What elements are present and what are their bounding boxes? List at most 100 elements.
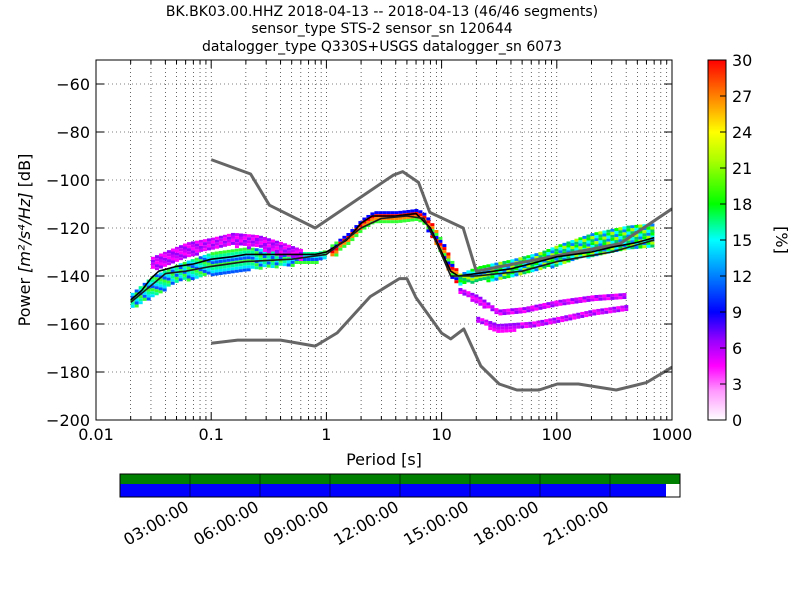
- density-cell: [608, 310, 613, 314]
- density-cell: [250, 262, 255, 266]
- density-cell: [238, 236, 243, 240]
- density-cell: [370, 215, 375, 219]
- density-cell: [614, 228, 619, 232]
- density-cell: [274, 259, 279, 263]
- density-cell: [266, 238, 271, 242]
- time-tick-label: 12:00:00: [330, 497, 402, 549]
- colorbar-tick-label: 12: [732, 267, 752, 286]
- density-cell: [242, 233, 247, 237]
- density-cell: [410, 209, 415, 213]
- density-cell: [198, 271, 203, 275]
- density-cell: [238, 266, 243, 270]
- density-cell: [622, 235, 627, 239]
- density-cell: [358, 221, 363, 225]
- density-cell: [496, 329, 501, 333]
- density-cell: [170, 254, 175, 258]
- density-cell: [150, 291, 155, 295]
- density-cell: [230, 238, 235, 242]
- density-cell: [222, 243, 227, 247]
- density-cell: [610, 228, 615, 232]
- density-cell: [498, 312, 503, 316]
- density-cell: [450, 260, 455, 264]
- density-cell: [382, 220, 387, 224]
- density-cell: [398, 216, 403, 220]
- density-cell: [254, 238, 259, 242]
- density-cell: [542, 265, 547, 269]
- density-cell: [492, 322, 497, 326]
- density-cell: [178, 266, 183, 270]
- density-cell: [166, 259, 171, 263]
- density-cell: [258, 260, 263, 264]
- density-cell: [486, 305, 491, 309]
- x-tick-label: 0.01: [78, 425, 114, 444]
- density-cell: [358, 224, 363, 228]
- density-cell: [446, 252, 451, 256]
- density-cell: [546, 251, 551, 255]
- density-cell: [210, 240, 215, 244]
- y-tick-label: −140: [46, 267, 90, 286]
- density-cell: [274, 243, 279, 247]
- density-cell: [250, 234, 255, 238]
- density-cell: [622, 244, 627, 248]
- density-cell: [484, 322, 489, 326]
- density-cell: [532, 321, 537, 325]
- density-cell: [270, 242, 275, 246]
- density-cell: [502, 269, 507, 273]
- density-cell: [466, 291, 471, 295]
- density-cell: [142, 297, 147, 301]
- density-cell: [514, 307, 519, 311]
- density-cell: [622, 226, 627, 230]
- density-cell: [162, 254, 167, 258]
- density-cell: [506, 272, 511, 276]
- density-cell: [538, 252, 543, 256]
- density-cell: [342, 235, 347, 239]
- density-cell: [442, 250, 447, 254]
- density-cell: [266, 247, 271, 251]
- density-cell: [258, 266, 263, 270]
- density-cell: [530, 308, 535, 312]
- density-cell: [534, 262, 539, 266]
- density-cell: [430, 226, 435, 230]
- density-cell: [174, 273, 179, 277]
- density-cell: [510, 308, 515, 312]
- density-cell: [270, 256, 275, 260]
- density-cell: [202, 245, 207, 249]
- density-cell: [614, 293, 619, 297]
- density-cell: [302, 261, 307, 264]
- density-cell: [550, 247, 555, 251]
- density-cell: [202, 257, 207, 261]
- density-cell: [290, 260, 295, 264]
- density-cell: [250, 247, 255, 251]
- density-cell: [458, 279, 463, 283]
- density-cell: [238, 263, 243, 267]
- density-cell: [166, 250, 171, 254]
- density-cell: [570, 255, 575, 259]
- density-cell: [262, 243, 267, 247]
- density-cell: [470, 271, 475, 275]
- density-cell: [602, 248, 607, 252]
- density-cell: [146, 288, 151, 292]
- density-cell: [642, 230, 647, 234]
- density-cell: [482, 265, 487, 269]
- density-cell: [522, 256, 527, 260]
- density-cell: [238, 251, 243, 255]
- density-layer: [130, 208, 655, 333]
- density-cell: [270, 265, 275, 269]
- density-cell: [478, 302, 483, 306]
- density-cell: [630, 225, 635, 229]
- density-cell: [194, 240, 199, 244]
- density-cell: [470, 268, 475, 272]
- density-cell: [198, 265, 203, 269]
- density-cell: [134, 289, 139, 293]
- density-cell: [162, 279, 167, 283]
- density-cell: [430, 235, 435, 239]
- density-cell: [534, 307, 539, 311]
- density-cell: [154, 258, 159, 262]
- density-cell: [246, 250, 251, 254]
- density-cell: [242, 265, 247, 269]
- density-cell: [538, 255, 543, 259]
- density-cell: [222, 268, 227, 272]
- density-cell: [302, 255, 307, 258]
- density-cell: [530, 263, 535, 267]
- density-cell: [630, 231, 635, 235]
